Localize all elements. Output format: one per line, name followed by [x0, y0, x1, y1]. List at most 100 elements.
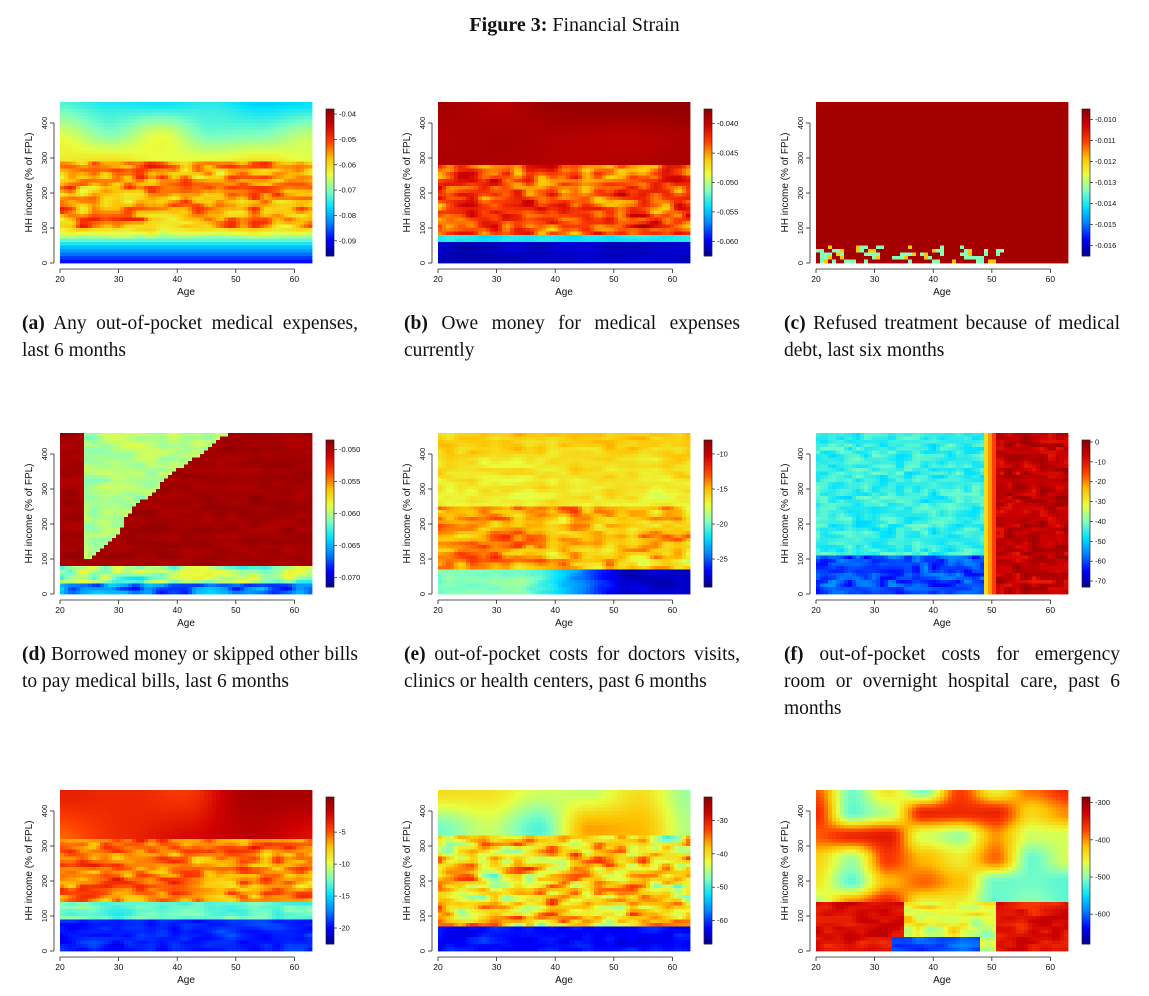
- heatmap-cell: [124, 207, 129, 211]
- heatmap-cell: [510, 126, 515, 131]
- heatmap-cell: [176, 238, 181, 243]
- heatmap-cell: [180, 158, 185, 162]
- heatmap-cell: [586, 203, 591, 208]
- heatmap-cell: [446, 172, 451, 176]
- heatmap-cell: [164, 193, 169, 197]
- heatmap-cell: [72, 193, 77, 197]
- heatmap-cell: [582, 175, 587, 180]
- heatmap-cell: [650, 158, 655, 162]
- heatmap-cell: [586, 193, 591, 197]
- heatmap-cell: [128, 172, 133, 176]
- heatmap-cell: [216, 203, 221, 208]
- heatmap-cell: [104, 245, 109, 250]
- heatmap-cell: [666, 165, 671, 169]
- heatmap-cell: [96, 228, 101, 232]
- heatmap-cell: [542, 109, 547, 113]
- heatmap-cell: [140, 221, 145, 225]
- heatmap-cell: [678, 112, 683, 117]
- heatmap-cell: [546, 196, 551, 201]
- heatmap-cell: [228, 102, 233, 106]
- heatmap-cell: [506, 105, 511, 110]
- heatmap-cell: [470, 147, 475, 152]
- heatmap-cell: [88, 210, 93, 215]
- heatmap-cell: [216, 242, 221, 246]
- heatmap-cell: [610, 175, 615, 180]
- heatmap-cell: [64, 126, 69, 131]
- heatmap-cell: [598, 165, 603, 169]
- heatmap-cell: [256, 210, 261, 215]
- heatmap-cell: [284, 200, 289, 204]
- heatmap-cell: [542, 175, 547, 180]
- heatmap-panel-a: 0 100 200 300 400 20 30 40 50 60 Age HH income (% o…: [20, 94, 360, 298]
- heatmap-cell: [506, 193, 511, 197]
- heatmap-cell: [634, 105, 639, 110]
- heatmap-cell: [204, 214, 209, 218]
- heatmap-cell: [674, 109, 679, 113]
- heatmap-cell: [272, 242, 277, 246]
- heatmap-cell: [486, 154, 491, 159]
- heatmap-cell: [474, 193, 479, 197]
- heatmap-cell: [534, 210, 539, 215]
- heatmap-cell: [236, 235, 241, 239]
- heatmap-cell: [308, 256, 313, 260]
- heatmap-cell: [304, 144, 309, 148]
- heatmap-cell: [458, 168, 463, 173]
- heatmap-cell: [614, 196, 619, 201]
- heatmap-cell: [666, 203, 671, 208]
- heatmap-cell: [168, 200, 173, 204]
- heatmap-cell: [498, 207, 503, 211]
- heatmap-cell: [598, 133, 603, 138]
- heatmap-cell: [144, 214, 149, 218]
- heatmap-cell: [630, 123, 635, 127]
- heatmap-cell: [204, 119, 209, 124]
- heatmap-cell: [64, 161, 69, 166]
- heatmap-cell: [602, 186, 607, 190]
- heatmap-cell: [232, 137, 237, 141]
- heatmap-cell: [514, 168, 519, 173]
- heatmap-cell: [180, 189, 185, 194]
- heatmap-cell: [224, 105, 229, 110]
- heatmap-cell: [120, 182, 125, 187]
- heatmap-cell: [76, 196, 81, 201]
- heatmap-cell: [76, 245, 81, 250]
- heatmap-cell: [288, 210, 293, 215]
- heatmap-cell: [220, 109, 225, 113]
- heatmap-cell: [518, 147, 523, 152]
- heatmap-cell: [518, 165, 523, 169]
- heatmap-cell: [172, 207, 177, 211]
- heatmap-cell: [300, 102, 305, 106]
- heatmap-cell: [502, 133, 507, 138]
- heatmap-cell: [280, 151, 285, 155]
- heatmap-cell: [124, 238, 129, 243]
- heatmap-cell: [522, 154, 527, 159]
- heatmap-cell: [96, 221, 101, 225]
- heatmap-cell: [502, 102, 507, 106]
- heatmap-cell: [80, 193, 85, 197]
- heatmap-cell: [542, 207, 547, 211]
- heatmap-cell: [228, 256, 233, 260]
- heatmap-cell: [184, 242, 189, 246]
- heatmap-cell: [256, 259, 261, 264]
- heatmap-cell: [562, 130, 567, 134]
- heatmap-cell: [120, 259, 125, 264]
- heatmap-cell: [84, 242, 89, 246]
- heatmap-cell: [116, 123, 121, 127]
- heatmap-cell: [534, 154, 539, 159]
- heatmap-cell: [84, 161, 89, 166]
- heatmap-cell: [116, 175, 121, 180]
- heatmap-cell: [252, 123, 257, 127]
- heatmap-cell: [132, 179, 137, 183]
- heatmap-cell: [506, 168, 511, 173]
- heatmap-cell: [84, 175, 89, 180]
- heatmap-cell: [594, 140, 599, 145]
- heatmap-cell: [68, 182, 73, 187]
- heatmap-cell: [124, 193, 129, 197]
- heatmap-cell: [100, 165, 105, 169]
- heatmap-cell: [554, 140, 559, 145]
- heatmap-cell: [64, 137, 69, 141]
- heatmap-cell: [208, 109, 213, 113]
- heatmap-cell: [304, 214, 309, 218]
- heatmap-cell: [248, 210, 253, 215]
- heatmap-cell: [582, 200, 587, 204]
- heatmap-cell: [100, 235, 105, 239]
